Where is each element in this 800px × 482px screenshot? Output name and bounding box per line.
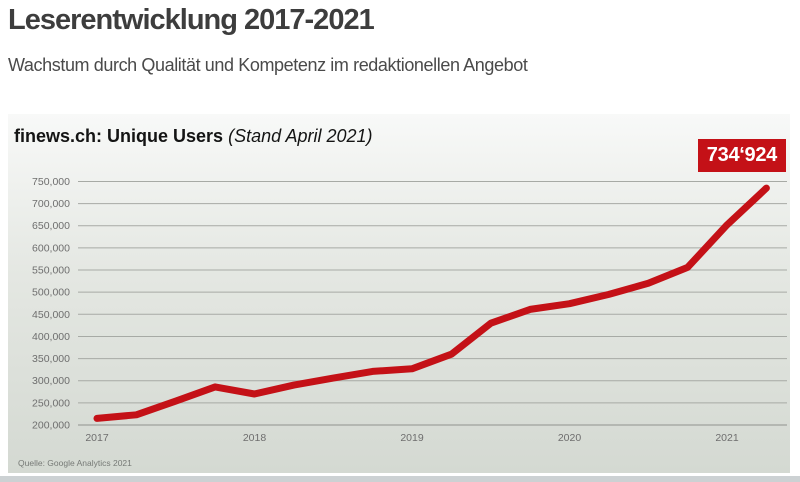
data-line: [93, 184, 770, 422]
y-axis-label: 600,000: [32, 242, 70, 254]
y-axis-label: 250,000: [32, 397, 70, 409]
chart-heading-note: (Stand April 2021): [228, 126, 373, 146]
chart-heading-main: finews.ch: Unique Users: [14, 126, 224, 146]
x-axis-label: 2017: [85, 432, 109, 444]
y-axis-label: 550,000: [32, 265, 70, 277]
y-axis-label: 400,000: [32, 331, 70, 343]
x-axis-label: 2019: [400, 432, 424, 444]
value-badge: 734‘924: [697, 139, 786, 172]
y-axis-label: 450,000: [32, 309, 70, 321]
x-axis-label: 2018: [243, 432, 267, 444]
y-axis-label: 650,000: [32, 220, 70, 232]
page-title: Leserentwicklung 2017-2021: [8, 4, 375, 36]
y-axis-label: 500,000: [32, 287, 70, 299]
y-axis-label: 300,000: [32, 375, 70, 387]
chart-card: finews.ch: Unique Users (Stand April 202…: [8, 114, 790, 473]
chart-source: Quelle: Google Analytics 2021: [18, 458, 132, 468]
y-axis-label: 200,000: [32, 420, 70, 432]
y-axis-label: 750,000: [32, 176, 70, 188]
x-axis-label: 2021: [715, 432, 739, 444]
y-axis-label: 700,000: [32, 198, 70, 210]
bottom-bar: [0, 476, 800, 482]
x-axis-label: 2020: [558, 432, 582, 444]
y-axis-label: 350,000: [32, 353, 70, 365]
page-subtitle: Wachstum durch Qualität und Kompetenz im…: [8, 55, 528, 75]
chart-heading: finews.ch: Unique Users (Stand April 202…: [14, 126, 373, 147]
line-chart: 200,000 250,000 300,000 350,000 400,000 450,0…: [32, 176, 787, 444]
